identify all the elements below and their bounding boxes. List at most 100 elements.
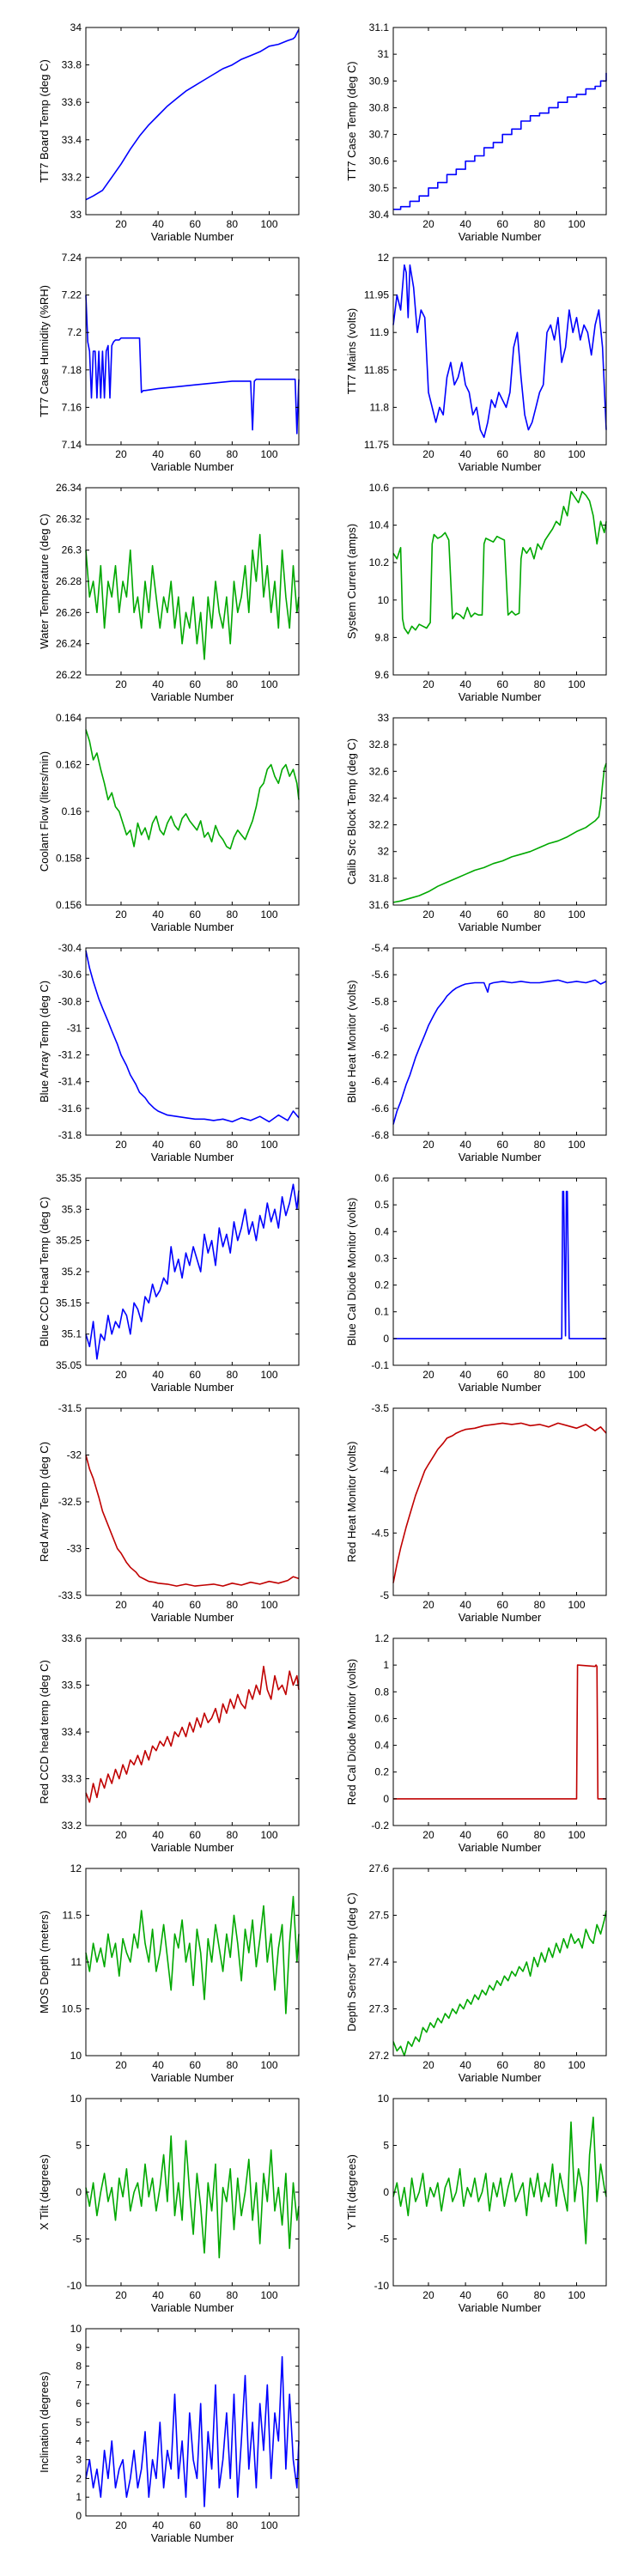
chart-panel: 20 40 60 80 100 -0.2 0 0.2 0.4 0.6 0.8 1 1.2 Variable…	[345, 1632, 607, 1854]
x-tick-label: 60	[190, 218, 202, 230]
y-tick-label: -6.2	[371, 1049, 389, 1061]
x-tick-label: 60	[190, 1829, 202, 1841]
x-tick-label: 60	[497, 1369, 509, 1381]
y-tick-label: -3.5	[371, 1402, 389, 1414]
y-tick-label: 33.2	[62, 171, 82, 183]
y-tick-label: 10	[70, 2050, 82, 2062]
y-tick-label: 33.4	[62, 1726, 82, 1738]
x-tick-label: 20	[115, 2059, 127, 2071]
y-tick-label: 10.6	[369, 482, 390, 494]
x-tick-label: 100	[260, 2519, 277, 2531]
x-tick-label: 100	[260, 2059, 277, 2071]
y-tick-label: 5	[383, 2140, 389, 2152]
x-tick-label: 100	[260, 1829, 277, 1841]
series-line	[85, 2355, 300, 2507]
y-axis-label: Blue Cal Diode Monitor (volts)	[345, 1198, 358, 1346]
y-axis-label: MOS Depth (meters)	[38, 1911, 51, 2014]
x-tick-label: 20	[115, 1829, 127, 1841]
x-axis-label: Variable Number	[459, 1611, 542, 1624]
y-tick-label: -10	[67, 2280, 82, 2292]
x-axis-label: Variable Number	[151, 2531, 234, 2544]
series-line	[85, 1183, 300, 1360]
x-tick-label: 20	[422, 218, 434, 230]
series-line	[85, 1665, 300, 1803]
y-tick-label: 26.22	[56, 669, 82, 681]
y-tick-label: 30.4	[369, 209, 390, 221]
y-axis-label: Red CCD head temp (deg C)	[38, 1660, 51, 1804]
x-tick-label: 60	[190, 1599, 202, 1611]
x-tick-label: 20	[422, 2059, 434, 2071]
y-tick-label: 30.6	[369, 155, 390, 167]
x-tick-label: 80	[227, 448, 239, 460]
y-tick-label: -33	[67, 1543, 82, 1555]
y-tick-label: 31.6	[369, 899, 390, 911]
y-tick-label: -31.4	[58, 1076, 82, 1088]
y-tick-label: 32.2	[369, 819, 390, 831]
y-tick-label: 7.22	[62, 289, 82, 301]
y-tick-label: -10	[374, 2280, 390, 2292]
y-tick-label: 1.2	[374, 1632, 389, 1644]
x-tick-label: 80	[534, 1599, 546, 1611]
y-tick-label: -6.4	[371, 1076, 389, 1088]
series-line	[393, 72, 607, 210]
y-tick-label: 0.8	[374, 1686, 389, 1698]
y-tick-label: 26.28	[56, 575, 82, 587]
y-tick-label: 0.4	[374, 1740, 389, 1752]
chart-panel: 20 40 60 80 100 27.2 27.3 27.4 27.5 27.6 Variable …	[345, 1862, 607, 2084]
x-axis-label: Variable Number	[459, 2071, 542, 2084]
y-axis-label: Inclination (degrees)	[38, 2372, 51, 2473]
x-axis-label: Variable Number	[459, 230, 542, 243]
y-tick-label: 32.6	[369, 765, 390, 777]
plot-frame	[85, 27, 300, 216]
x-tick-label: 60	[190, 908, 202, 920]
x-tick-label: 100	[568, 678, 585, 690]
series-line	[393, 1190, 606, 1340]
y-tick-label: 0.158	[56, 853, 82, 865]
series-line	[393, 1664, 606, 1800]
x-tick-label: 100	[568, 1599, 585, 1611]
x-axis-label: Variable Number	[151, 230, 234, 243]
x-axis-label: Variable Number	[459, 1841, 542, 1854]
y-tick-label: 7.18	[62, 364, 82, 376]
x-tick-label: 60	[497, 448, 509, 460]
x-tick-label: 20	[115, 448, 127, 460]
x-tick-label: 100	[568, 2289, 585, 2301]
chart-panel: 20 40 60 80 100 33.2 33.3 33.4 33.5 33.6 Variable …	[38, 1632, 300, 1854]
y-tick-label: 11.9	[370, 326, 390, 338]
x-tick-label: 60	[190, 448, 202, 460]
chart-panel: 20 40 60 80 100 31.6 31.8 32 32.2 32.4 32.6 32.8 33 V…	[345, 712, 607, 933]
x-axis-label: Variable Number	[459, 920, 542, 933]
x-tick-label: 60	[190, 2059, 202, 2071]
y-axis-label: Blue CCD Head Temp (deg C)	[38, 1197, 51, 1347]
chart-panel: 20 40 60 80 100 10 10.5 11 11.5 12 Variable Number…	[38, 1862, 300, 2084]
x-axis-label: Variable Number	[151, 920, 234, 933]
y-tick-label: 1	[76, 2491, 82, 2503]
y-tick-label: -0.1	[371, 1359, 389, 1371]
x-tick-label: 100	[260, 678, 277, 690]
chart-panel: 20 40 60 80 100 26.22 26.24 26.26 26.28 26.3 26.32…	[38, 482, 300, 703]
y-tick-label: 0	[76, 2186, 82, 2198]
chart-panel: 20 40 60 80 100 7.14 7.16 7.18 7.2 7.22 7.24 Variab…	[38, 252, 300, 473]
series-line	[85, 729, 300, 850]
x-tick-label: 40	[152, 1139, 164, 1151]
plot-frame	[392, 717, 607, 906]
x-tick-label: 40	[459, 1829, 471, 1841]
y-axis-label: Water Temperature (deg C)	[38, 513, 51, 649]
y-tick-label: 33.5	[62, 1680, 82, 1692]
x-tick-label: 40	[459, 2059, 471, 2071]
x-axis-label: Variable Number	[459, 1381, 542, 1394]
y-tick-label: 9	[76, 2342, 82, 2354]
y-axis-label: TT7 Case Humidity (%RH)	[38, 285, 51, 417]
y-tick-label: -30.6	[58, 969, 82, 981]
y-tick-label: 0.164	[56, 712, 82, 724]
y-tick-label: 0	[383, 2186, 389, 2198]
x-tick-label: 40	[152, 448, 164, 460]
y-tick-label: -6	[380, 1022, 389, 1034]
y-tick-label: -4	[380, 1465, 389, 1477]
x-tick-label: 80	[227, 1369, 239, 1381]
y-axis-label: Blue Heat Monitor (volts)	[345, 980, 358, 1103]
y-axis-label: Depth Sensor Temp (deg C)	[345, 1893, 358, 2032]
x-tick-label: 100	[568, 448, 585, 460]
x-tick-label: 60	[497, 218, 509, 230]
x-tick-label: 100	[568, 1369, 585, 1381]
